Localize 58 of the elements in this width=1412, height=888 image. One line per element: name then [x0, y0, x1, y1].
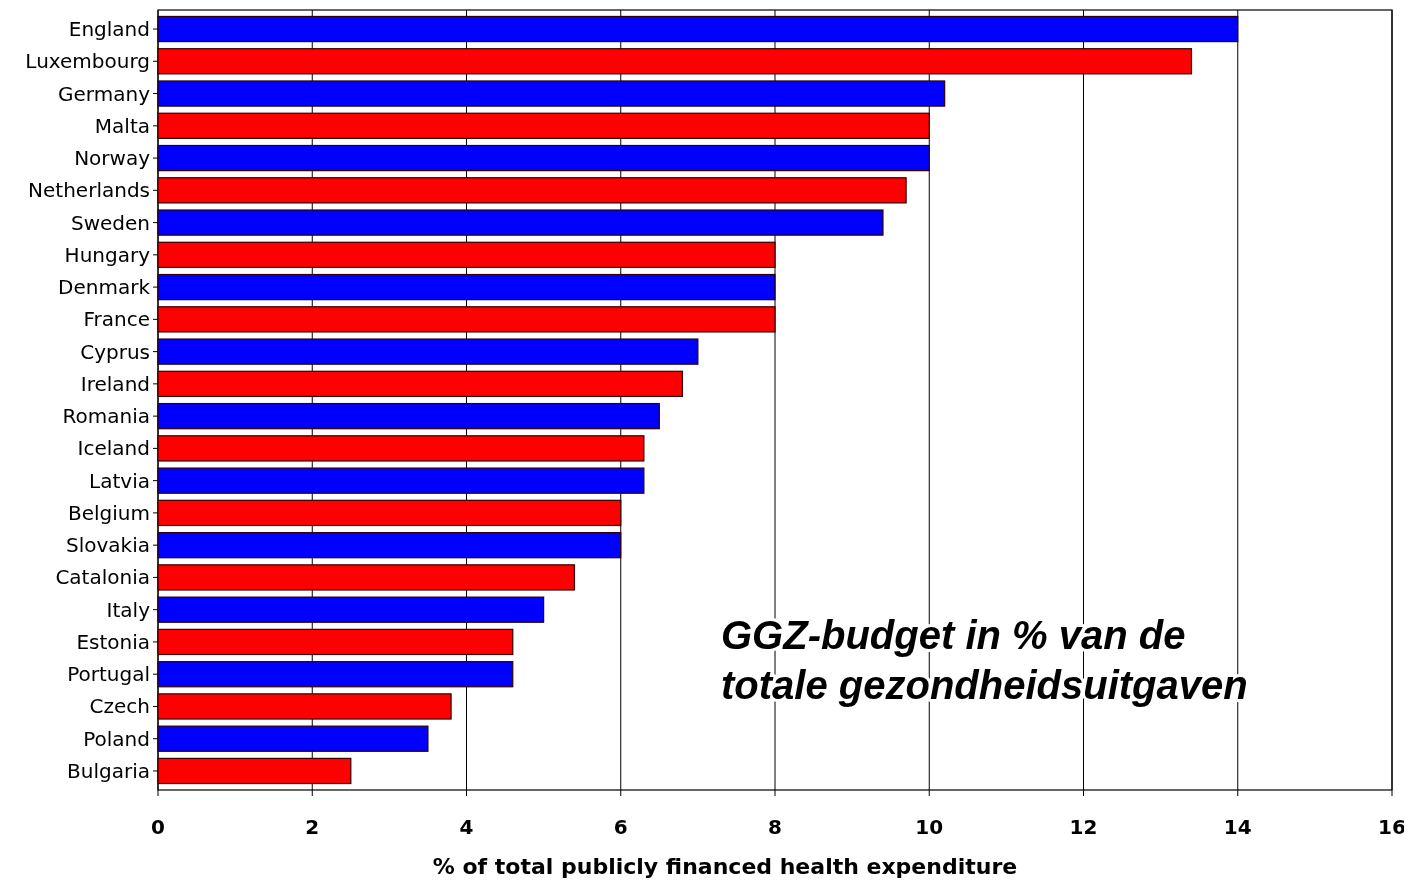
- bar: [157, 15, 1239, 43]
- bar: [157, 112, 930, 139]
- y-tick-label: Iceland: [77, 436, 150, 461]
- bar: [157, 48, 1193, 75]
- bar: [157, 338, 699, 365]
- y-tick-label: Italy: [106, 597, 151, 622]
- y-tick-label: Portugal: [67, 662, 150, 687]
- y-tick-label: Norway: [74, 146, 151, 171]
- x-tick-label: 10: [915, 815, 944, 839]
- bar: [157, 661, 514, 688]
- bar: [157, 273, 776, 301]
- bar: [157, 596, 545, 623]
- y-tick-label: Catalonia: [55, 565, 150, 590]
- y-tick-label: Czech: [89, 694, 150, 719]
- x-tick-label: 14: [1223, 815, 1252, 839]
- bar: [157, 757, 352, 785]
- y-tick-label: Belgium: [68, 500, 150, 525]
- y-tick-label: Luxembourg: [25, 49, 150, 74]
- y-tick-label: Poland: [83, 726, 150, 751]
- bar: [157, 435, 645, 462]
- bar: [157, 209, 884, 236]
- x-tick-label: 8: [768, 815, 782, 839]
- bar: [157, 80, 946, 107]
- bar: [157, 499, 622, 527]
- y-tick-label: Romania: [62, 404, 150, 429]
- y-tick-label: Sweden: [70, 210, 150, 235]
- x-tick-label: 16: [1378, 815, 1406, 839]
- y-tick-label: Denmark: [58, 275, 151, 300]
- y-tick-label: Netherlands: [28, 178, 150, 203]
- bar: [157, 306, 776, 333]
- bar: [157, 144, 930, 172]
- x-tick-label: 0: [151, 815, 165, 839]
- bar: [157, 531, 622, 559]
- y-tick-label: Slovakia: [66, 533, 150, 558]
- y-tick-label: Latvia: [89, 468, 150, 493]
- x-tick-label: 12: [1069, 815, 1098, 839]
- bar: [157, 725, 429, 752]
- y-tick-label: Bulgaria: [67, 758, 150, 783]
- y-tick-label: Ireland: [80, 371, 150, 396]
- bar: [157, 177, 907, 204]
- bar: [157, 467, 645, 494]
- x-axis-title: % of total publicly financed health expenditure: [432, 854, 1018, 879]
- y-tick-label: Cyprus: [80, 339, 150, 364]
- bar: [157, 693, 452, 720]
- x-tick-label: 6: [613, 815, 628, 839]
- bar: [157, 402, 660, 430]
- y-tick-label: Hungary: [64, 242, 151, 267]
- bar: [157, 370, 684, 398]
- bar: [157, 564, 576, 591]
- y-tick-label: France: [83, 307, 150, 332]
- bar: [157, 241, 776, 269]
- x-tick-label: 4: [459, 815, 474, 839]
- y-tick-label: Malta: [94, 113, 150, 138]
- y-tick-label: England: [68, 17, 150, 42]
- x-tick-label: 2: [305, 815, 320, 839]
- y-tick-label: Estonia: [76, 629, 150, 654]
- bar: [157, 628, 514, 656]
- y-tick-label: Germany: [58, 81, 151, 106]
